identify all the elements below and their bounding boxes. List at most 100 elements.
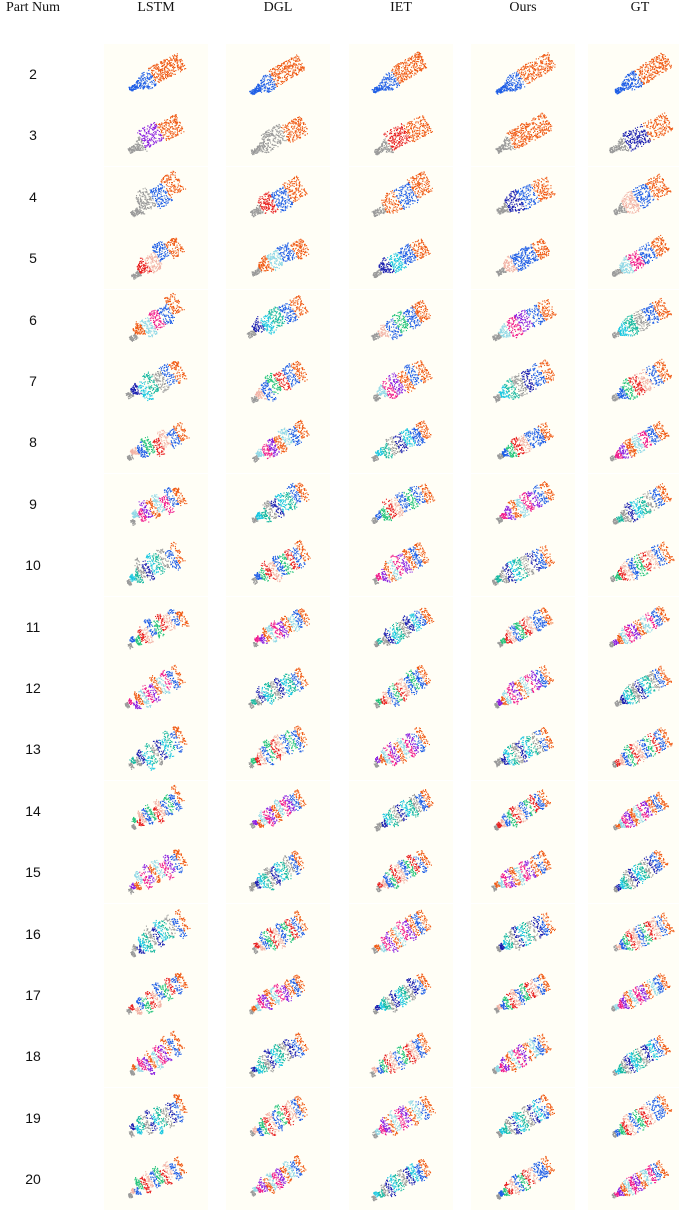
point-cloud-lstm	[104, 105, 208, 167]
point-cloud-ours	[471, 780, 575, 842]
point-cloud-gt	[588, 412, 679, 474]
point-cloud-dgl	[226, 473, 330, 535]
point-cloud-iet	[349, 903, 453, 965]
point-cloud-iet	[349, 965, 453, 1026]
table-row: 10	[0, 535, 679, 597]
point-cloud-iet	[349, 596, 453, 658]
point-cloud-dgl	[226, 44, 330, 105]
bottle-point-cloud	[372, 238, 431, 279]
bottle-point-cloud	[614, 665, 672, 707]
point-cloud-dgl	[226, 658, 330, 719]
point-cloud-gt	[588, 1026, 679, 1088]
bottle-point-cloud	[612, 482, 672, 525]
bottle-point-cloud	[128, 1156, 187, 1199]
bottle-point-cloud	[248, 850, 305, 892]
bottle-point-cloud	[130, 170, 187, 217]
part-num-label: 15	[0, 864, 66, 880]
point-cloud-lstm	[104, 228, 208, 290]
bottle-point-cloud	[612, 1035, 671, 1077]
point-cloud-dgl	[226, 719, 330, 781]
bottle-point-cloud	[611, 973, 671, 1012]
point-cloud-iet	[349, 351, 453, 412]
part-num-label: 19	[0, 1110, 66, 1126]
part-num-label: 8	[0, 434, 66, 450]
bottle-point-cloud	[246, 294, 309, 339]
point-cloud-lstm	[104, 289, 208, 351]
bottle-point-cloud	[128, 292, 185, 342]
point-cloud-dgl	[226, 535, 330, 597]
part-num-label: 14	[0, 803, 66, 819]
bottle-point-cloud	[130, 486, 188, 526]
bottle-point-cloud	[251, 238, 310, 277]
bottle-point-cloud	[249, 974, 305, 1015]
bottle-point-cloud	[124, 664, 186, 710]
point-cloud-dgl	[226, 903, 330, 965]
bottle-point-cloud	[494, 665, 554, 709]
bottle-point-cloud	[251, 482, 310, 523]
bottle-point-cloud	[496, 912, 556, 952]
bottle-point-cloud	[249, 54, 305, 96]
point-cloud-gt	[588, 473, 679, 535]
table-row: 13	[0, 719, 679, 781]
point-cloud-ours	[471, 351, 575, 412]
point-cloud-ours	[471, 1026, 575, 1088]
point-cloud-iet	[349, 842, 453, 904]
part-num-label: 7	[0, 373, 66, 389]
bottle-point-cloud	[495, 52, 556, 95]
point-cloud-gt	[588, 596, 679, 658]
point-cloud-dgl	[226, 351, 330, 412]
point-cloud-dgl	[226, 842, 330, 904]
point-cloud-iet	[349, 105, 453, 167]
part-num-label: 4	[0, 189, 66, 205]
point-cloud-dgl	[226, 289, 330, 351]
bottle-point-cloud	[613, 912, 675, 951]
table-row: 7	[0, 351, 679, 412]
point-cloud-ours	[471, 903, 575, 965]
point-cloud-gt	[588, 780, 679, 842]
point-cloud-ours	[471, 1149, 575, 1211]
point-cloud-dgl	[226, 1026, 330, 1088]
point-cloud-iet	[349, 228, 453, 290]
bottle-point-cloud	[611, 358, 672, 402]
bottle-point-cloud	[371, 1159, 432, 1202]
point-cloud-lstm	[104, 965, 208, 1026]
bottle-point-cloud	[128, 1093, 188, 1138]
bottle-point-cloud	[250, 360, 308, 404]
point-cloud-lstm	[104, 1087, 208, 1149]
point-cloud-gt	[588, 1149, 679, 1211]
bottle-point-cloud	[373, 665, 431, 709]
bottle-point-cloud	[495, 238, 550, 277]
part-num-label: 2	[0, 66, 66, 82]
bottle-point-cloud	[249, 1095, 308, 1137]
bottle-point-cloud	[613, 173, 672, 215]
table-row: 5	[0, 228, 679, 290]
bottle-point-cloud	[613, 791, 669, 831]
table-row: 20	[0, 1149, 679, 1211]
point-cloud-iet	[349, 473, 453, 535]
bottle-point-cloud	[126, 541, 186, 587]
point-cloud-lstm	[104, 1026, 208, 1088]
point-cloud-ours	[471, 965, 575, 1026]
point-cloud-dgl	[226, 965, 330, 1026]
bottle-point-cloud	[371, 909, 432, 954]
point-cloud-lstm	[104, 535, 208, 597]
point-cloud-ours	[471, 228, 575, 290]
part-num-header: Part Num	[6, 0, 60, 16]
column-header-lstm: LSTM	[137, 0, 174, 16]
bottle-point-cloud	[614, 52, 672, 95]
point-cloud-ours	[471, 44, 575, 105]
bottle-point-cloud	[611, 1160, 669, 1199]
bottle-point-cloud	[130, 908, 191, 957]
bottle-point-cloud	[250, 175, 308, 217]
point-cloud-ours	[471, 166, 575, 228]
column-header-dgl: DGL	[264, 0, 293, 16]
point-cloud-lstm	[104, 473, 208, 535]
point-cloud-ours	[471, 596, 575, 658]
part-num-label: 16	[0, 926, 66, 942]
point-cloud-gt	[588, 903, 679, 965]
bottle-point-cloud	[369, 1033, 431, 1078]
bottle-point-cloud	[612, 1094, 673, 1138]
point-cloud-dgl	[226, 596, 330, 658]
part-num-label: 20	[0, 1171, 66, 1187]
column-header-gt: GT	[631, 0, 650, 16]
